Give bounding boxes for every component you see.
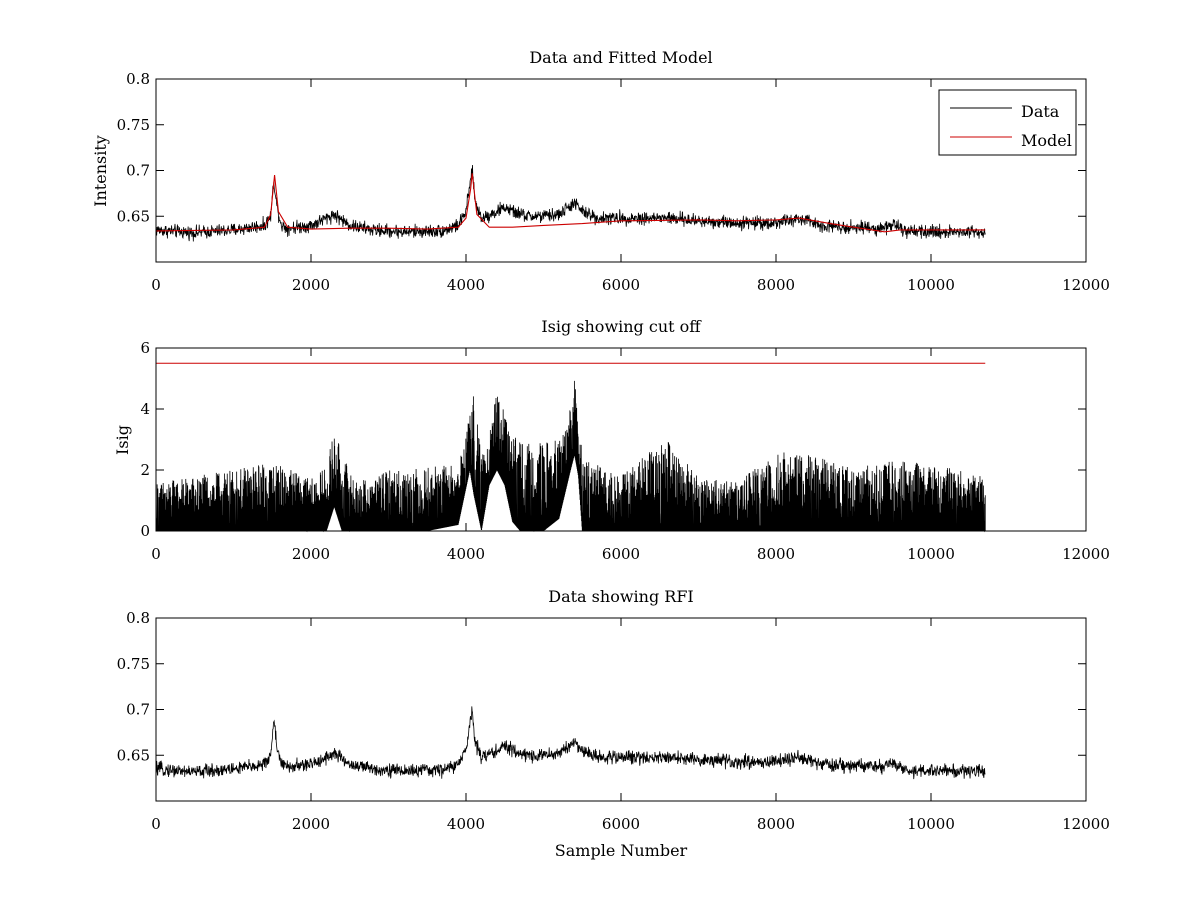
subplot-2-ylabel: Isig (113, 425, 132, 455)
y-tick-label: 0.75 (117, 655, 150, 673)
x-tick-label: 10000 (907, 545, 955, 563)
subplot-1-ylabel: Intensity (91, 135, 110, 207)
x-tick-label: 6000 (602, 276, 640, 294)
y-tick-label: 0.65 (117, 746, 150, 764)
subplot-3-ticks: 0 2000 4000 6000 8000 10000 12000 0.65 0.7 0.75 0.… (117, 609, 1110, 833)
legend-box (938, 89, 1077, 156)
y-tick-label: 0.8 (126, 609, 150, 627)
series-line-isig (155, 380, 986, 533)
subplot-2-ticks: 0 2000 4000 6000 8000 10000 12000 0 2 4 6 (140, 339, 1109, 563)
x-tick-label: 0 (151, 276, 161, 294)
legend: Data Model (938, 89, 1077, 156)
subplot-3-xlabel: Sample Number (555, 841, 688, 860)
y-tick-label: 0.8 (126, 70, 150, 88)
x-tick-label: 10000 (907, 276, 955, 294)
x-tick-label: 2000 (292, 276, 330, 294)
subplot-data-and-fitted-model: Data and Fitted Model Intensity 0 2000 400… (91, 48, 1110, 294)
x-tick-label: 6000 (602, 545, 640, 563)
x-tick-label: 4000 (447, 276, 485, 294)
y-tick-label: 0.75 (117, 116, 150, 134)
x-tick-label: 12000 (1062, 276, 1110, 294)
subplot-2-series (155, 362, 986, 533)
subplot-isig-showing-cut-off: Isig showing cut off Isig 0 2000 4000 6000 8… (113, 317, 1110, 563)
x-tick-label: 0 (151, 815, 161, 833)
x-tick-label: 12000 (1062, 815, 1110, 833)
subplot-3-title: Data showing RFI (548, 587, 693, 606)
series-line-data (155, 706, 986, 780)
subplot-1-series (155, 165, 986, 242)
x-tick-label: 0 (151, 545, 161, 563)
x-tick-label: 12000 (1062, 545, 1110, 563)
x-tick-label: 2000 (292, 815, 330, 833)
y-tick-label: 0.7 (126, 701, 150, 719)
subplot-2-title: Isig showing cut off (541, 317, 702, 336)
y-tick-label: 0.7 (126, 162, 150, 180)
x-tick-label: 8000 (757, 815, 795, 833)
subplot-data-showing-rfi: Data showing RFI Sample Number 0 2000 4000… (117, 587, 1110, 860)
x-tick-label: 4000 (447, 545, 485, 563)
x-tick-label: 8000 (757, 276, 795, 294)
subplot-3-series (155, 706, 986, 780)
x-tick-label: 6000 (602, 815, 640, 833)
y-tick-label: 4 (140, 400, 150, 418)
y-tick-label: 0.65 (117, 207, 150, 225)
y-tick-label: 0 (140, 522, 150, 540)
x-tick-label: 2000 (292, 545, 330, 563)
series-line-model (155, 173, 986, 233)
series-line-data (155, 165, 986, 242)
x-tick-label: 4000 (447, 815, 485, 833)
x-tick-label: 10000 (907, 815, 955, 833)
legend-data-label: Data (1021, 102, 1060, 121)
legend-model-label: Model (1021, 131, 1072, 150)
subplot-1-ticks: 0 2000 4000 6000 8000 10000 12000 0.65 0.7 0.75 0.… (117, 70, 1110, 294)
subplot-1-title: Data and Fitted Model (529, 48, 712, 67)
y-tick-label: 2 (140, 461, 150, 479)
x-tick-label: 8000 (757, 545, 795, 563)
y-tick-label: 6 (140, 339, 150, 357)
